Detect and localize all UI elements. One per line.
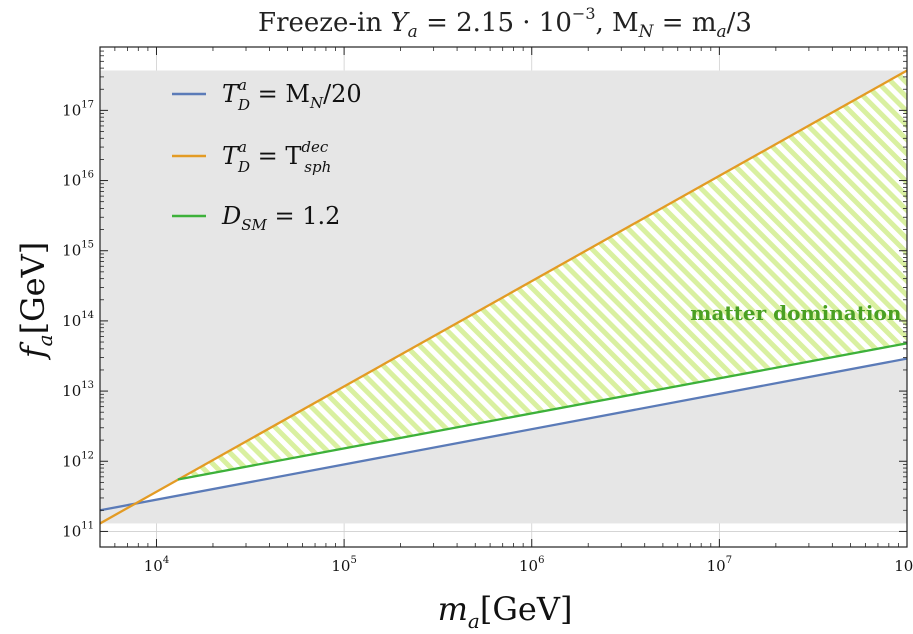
legend-label-td-tsph: Ta D = Tdec sph xyxy=(222,138,331,176)
x-tick-label: 105 xyxy=(331,555,356,575)
series-line-dsm xyxy=(177,342,907,481)
x-tick-label: 108 xyxy=(894,555,913,575)
series-lines xyxy=(100,69,907,525)
annotation-matter-domination: matter domination xyxy=(690,301,902,325)
series-line-td-tsph xyxy=(100,69,907,525)
y-tick-label: 1017 xyxy=(62,99,94,119)
series-line-td-mn xyxy=(100,357,907,512)
x-tick-label: 107 xyxy=(707,555,732,575)
y-tick-label: 1011 xyxy=(62,520,94,540)
axis-ticks: 104 105 106 107 108 1011 1012 1013 1014 1015 1016 1… xyxy=(62,46,913,575)
plot-frame xyxy=(99,46,908,548)
y-tick-label: 1016 xyxy=(62,170,94,190)
x-tick-label: 106 xyxy=(519,555,544,575)
y-tick-label: 1013 xyxy=(62,380,94,400)
y-tick-label: 1015 xyxy=(62,240,94,260)
y-axis-label: fa[GeV] xyxy=(14,242,57,360)
legend-label-dsm: DSM = 1.2 xyxy=(221,202,340,234)
x-tick-label: 104 xyxy=(144,555,169,575)
y-tick-label: 1014 xyxy=(62,310,94,330)
x-axis-label: ma[GeV] xyxy=(438,590,573,633)
y-tick-label: 1012 xyxy=(62,450,94,470)
legend: Ta D = MN/20 Ta D = Tdec sph DSM = 1.2 xyxy=(172,76,362,234)
legend-label-td-mn: Ta D = MN/20 xyxy=(222,76,362,114)
chart-title: Freeze-in Ya = 2.15 · 10−3, MN = ma/3 xyxy=(258,4,752,42)
